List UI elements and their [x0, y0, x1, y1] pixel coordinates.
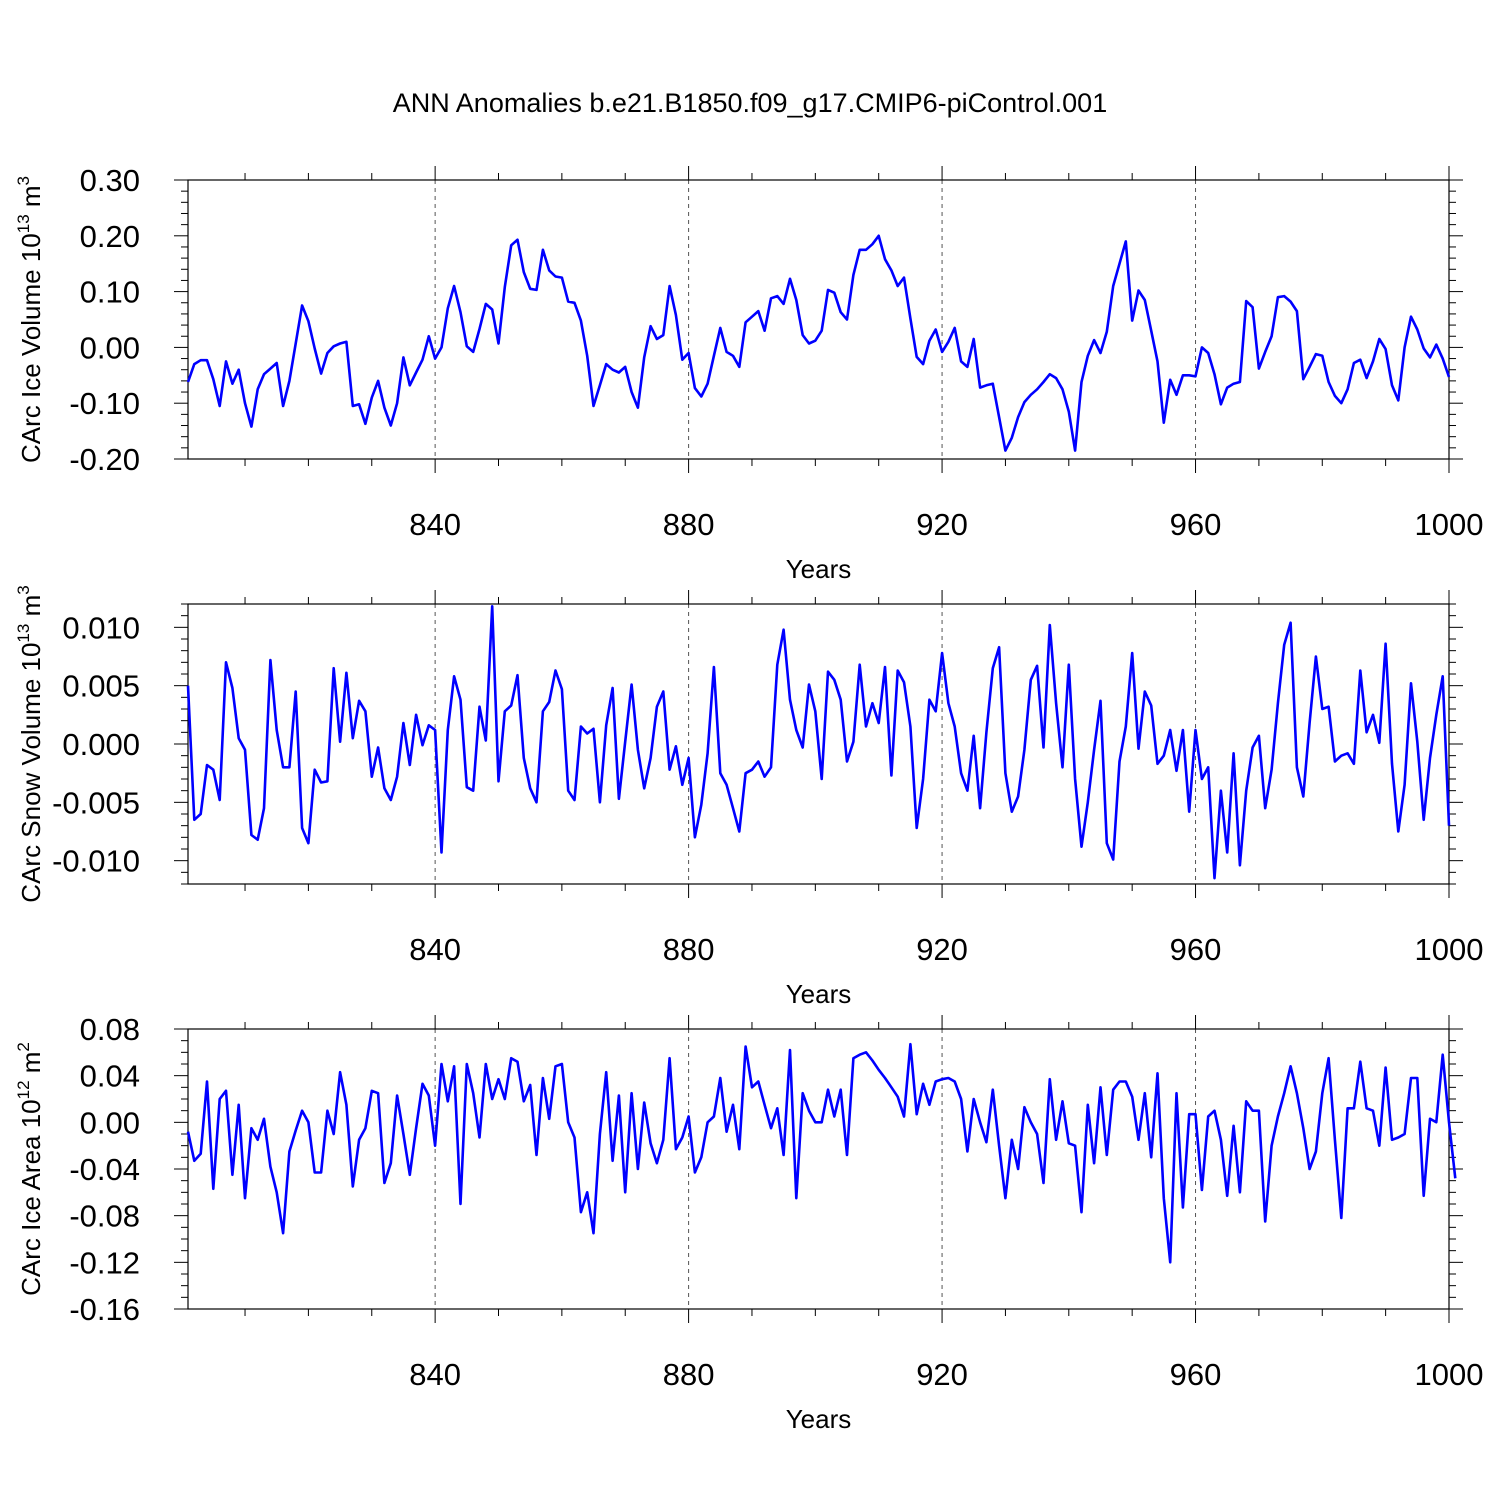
y-tick-label: 0.10	[80, 275, 140, 310]
panel-2: 840 880 920 960 1000 0.010 0.005 0.000 -0.005 -0.…	[14, 585, 1483, 1009]
x-tick-label: 960	[1170, 932, 1222, 967]
y-tick-label: 0.30	[80, 163, 140, 198]
y-axis-label: CArc Ice Area 1012 m2	[14, 1042, 46, 1296]
x-axis-label: Years	[786, 1404, 852, 1434]
x-tick-label: 920	[916, 932, 968, 967]
series-line	[186, 234, 1451, 452]
x-tick-label: 920	[916, 1357, 968, 1392]
series-line	[186, 1042, 1457, 1264]
plot-frame	[187, 179, 1450, 460]
x-axis-label: Years	[786, 979, 852, 1009]
plot-frame	[187, 1028, 1450, 1310]
y-tick-label: -0.005	[52, 785, 140, 820]
x-tick-label: 840	[409, 507, 461, 542]
panel-1: 840 880 920 960 1000 0.30 0.20 0.10 0.00 -0.10 -0.…	[14, 163, 1483, 584]
x-tick-label: 1000	[1415, 1357, 1484, 1392]
y-tick-label: 0.00	[80, 1105, 140, 1140]
y-tick-label: 0.08	[80, 1012, 140, 1047]
y-tick-label: -0.08	[69, 1199, 140, 1234]
x-tick-label: 960	[1170, 1357, 1222, 1392]
x-tick-label: 920	[916, 507, 968, 542]
y-axis-label: CArc Ice Volume 1013 m3	[14, 176, 46, 463]
y-tick-label: -0.16	[69, 1292, 140, 1327]
x-tick-label: 880	[663, 1357, 715, 1392]
x-tick-label: 1000	[1415, 932, 1484, 967]
y-tick-label: 0.000	[62, 727, 140, 762]
x-tick-label: 840	[409, 1357, 461, 1392]
y-tick-label: 0.00	[80, 330, 140, 365]
y-tick-label: -0.10	[69, 386, 140, 421]
x-tick-label: 880	[663, 507, 715, 542]
y-tick-label: -0.20	[69, 442, 140, 477]
y-tick-label: -0.04	[69, 1152, 140, 1187]
y-axis-label: CArc Snow Volume 1013 m3	[14, 585, 46, 902]
panel-3: 840 880 920 960 1000 0.08 0.04 0.00 -0.04 -0.08 -0…	[14, 1012, 1483, 1434]
chart-title: ANN Anomalies b.e21.B1850.f09_g17.CMIP6-…	[392, 88, 1108, 118]
x-axis-label: Years	[786, 554, 852, 584]
x-tick-label: 1000	[1415, 507, 1484, 542]
y-tick-label: 0.04	[80, 1059, 140, 1094]
y-tick-label: 0.20	[80, 219, 140, 254]
series-line	[186, 604, 1451, 880]
x-tick-label: 960	[1170, 507, 1222, 542]
y-tick-label: -0.12	[69, 1245, 140, 1280]
x-tick-label: 880	[663, 932, 715, 967]
y-tick-label: 0.005	[62, 669, 140, 704]
y-tick-label: 0.010	[62, 610, 140, 645]
y-tick-label: -0.010	[52, 844, 140, 879]
x-tick-label: 840	[409, 932, 461, 967]
